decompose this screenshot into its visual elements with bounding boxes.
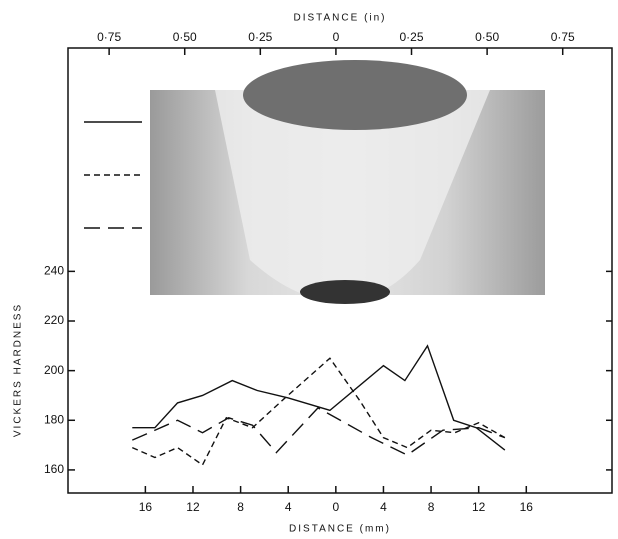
x-tick-label: 12	[186, 500, 200, 514]
y-tick-label: 200	[44, 363, 64, 377]
x2-tick-label: 0·50	[475, 30, 499, 44]
weld-photo	[150, 60, 545, 304]
y-tick-label: 160	[44, 462, 64, 476]
x2-tick-label: 0·50	[173, 30, 197, 44]
x-tick-label: 0	[332, 500, 339, 514]
series-line	[132, 358, 505, 465]
y-tick-label: 240	[44, 264, 64, 278]
chart: DISTANCE (in) DISTANCE (mm) VICKERS HARD…	[0, 0, 618, 539]
x2-tick-label: 0	[333, 30, 340, 44]
y-axis-title: VICKERS HARDNESS	[13, 303, 24, 437]
x-tick-label: 16	[139, 500, 153, 514]
x-axis-title: DISTANCE (mm)	[289, 524, 391, 535]
y-tick-label: 220	[44, 313, 64, 327]
x-tick-label: 8	[237, 500, 244, 514]
series-line	[132, 346, 505, 450]
x-tick-label: 8	[428, 500, 435, 514]
x2-tick-label: 0·75	[97, 30, 121, 44]
y-tick-label: 180	[44, 412, 64, 426]
x-tick-label: 4	[285, 500, 292, 514]
x2-tick-label: 0·25	[399, 30, 423, 44]
x-tick-label: 12	[472, 500, 486, 514]
x-tick-label: 4	[380, 500, 387, 514]
x2-tick-label: 0·75	[551, 30, 575, 44]
x2-tick-label: 0·25	[248, 30, 272, 44]
x2-axis-title: DISTANCE (in)	[293, 13, 386, 24]
x-tick-label: 16	[520, 500, 534, 514]
